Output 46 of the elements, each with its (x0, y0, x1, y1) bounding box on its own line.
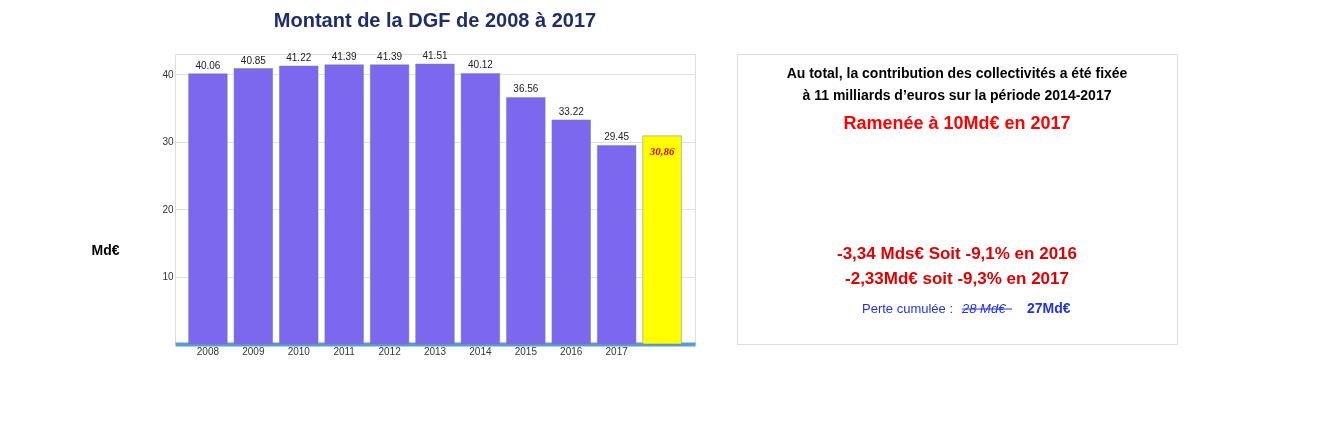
x-tick-label: 2011 (333, 345, 356, 357)
data-label: 40.85 (240, 54, 267, 66)
data-label: 41.51 (422, 50, 448, 62)
y-axis-title: Md€ (91, 241, 120, 258)
bar (233, 68, 273, 345)
bar (370, 64, 410, 345)
text: 28 Md€ (961, 301, 1007, 316)
bar (279, 65, 319, 345)
data-label: 36.56 (513, 83, 539, 95)
x-tick-label: 2014 (469, 345, 492, 357)
text: Ramenée à 10Md€ en 2017 (843, 113, 1071, 133)
chart-title: Montant de la DGF de 2008 à 2017 (273, 9, 597, 32)
bar (324, 64, 364, 345)
data-label: 40.12 (467, 59, 494, 71)
text: 27Md€ (1027, 300, 1071, 316)
bar (597, 145, 637, 345)
data-label: 41.39 (377, 50, 403, 62)
y-tick-label: 40 (162, 68, 174, 80)
bar (188, 73, 228, 345)
bar (506, 97, 546, 345)
x-tick-label: 2008 (196, 345, 220, 357)
x-tick-label: 2012 (378, 345, 402, 357)
y-tick-label: 10 (162, 271, 174, 283)
text: Au total, la contribution des collectivités a été fixée (786, 65, 1128, 81)
x-tick-label: 2010 (287, 345, 311, 357)
x-tick-label: 2016 (560, 345, 583, 357)
data-label: 40.06 (195, 59, 221, 71)
data-label: 41.22 (286, 52, 312, 63)
x-tick-label: 2013 (423, 345, 447, 357)
text: -3,34 Mds€ Soit -9,1% en 2016 (837, 244, 1077, 263)
bar (460, 73, 500, 345)
bar (415, 63, 455, 345)
bar (642, 135, 682, 345)
data-label: 29.45 (604, 131, 630, 143)
x-tick-label: 2009 (242, 345, 265, 357)
text: Perte cumulée : (862, 301, 954, 316)
text: à 11 milliards d’euros sur la période 2014-2017 (802, 87, 1112, 103)
bar (551, 119, 591, 345)
text: -2,33Md€ soit -9,3% en 2017 (845, 269, 1069, 288)
data-label: 33.22 (558, 105, 585, 117)
y-tick-label: 20 (162, 203, 174, 215)
y-tick-label: 30 (162, 136, 174, 148)
data-label: 41.39 (331, 50, 358, 62)
x-tick-label: 2017 (605, 345, 629, 357)
data-label: 30,86 (648, 144, 675, 157)
x-tick-label: 2015 (514, 345, 538, 357)
